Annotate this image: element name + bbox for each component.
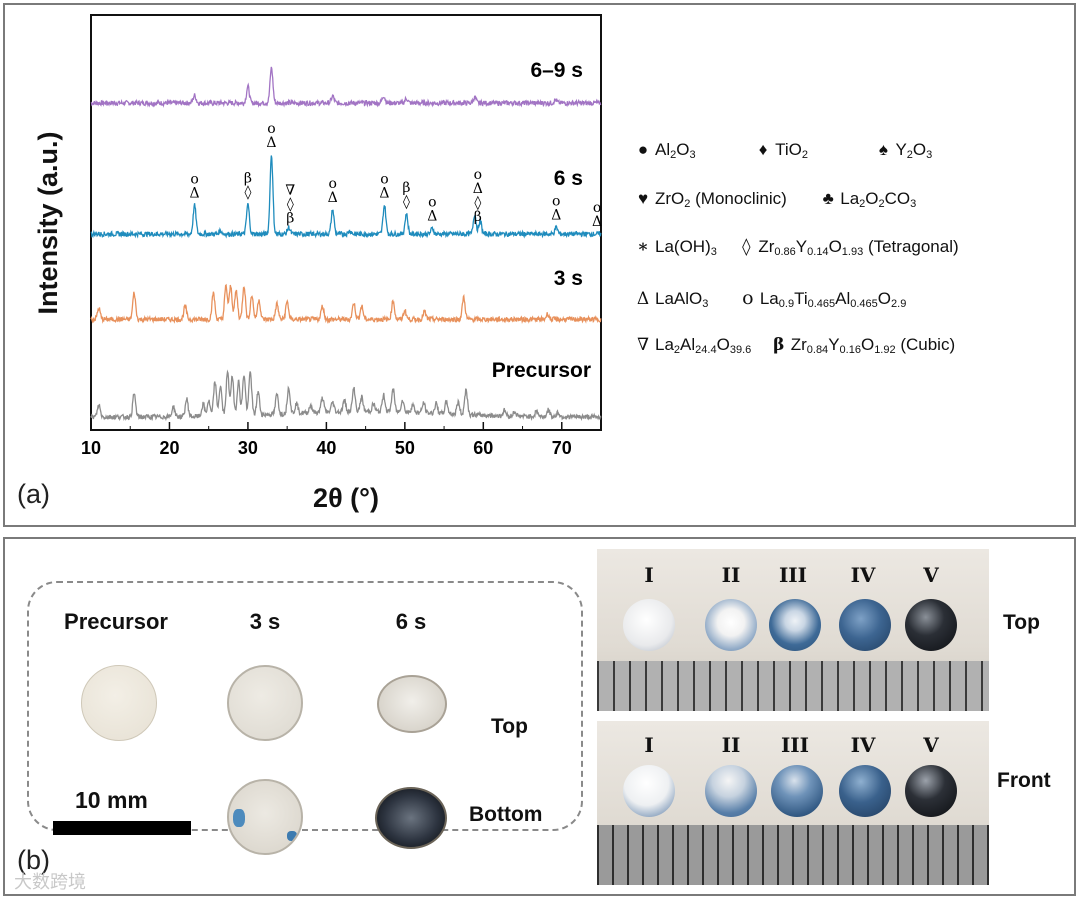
sphere-iv-front — [839, 765, 891, 817]
legend-y2o3: ♠ Y2O3 — [878, 140, 933, 161]
sphere-label-iv: IV — [850, 563, 876, 587]
pellet-comparison-box: Precursor 3 s 6 s Top Bottom 10 mm — [27, 581, 583, 855]
legend-cubic: β Zr0.84Y0.16O1.92 (Cubic) — [773, 335, 956, 356]
peak-annotation-1: β ◊ — [244, 170, 252, 200]
y-axis-label: Intensity (a.u.) — [33, 131, 63, 314]
sphere-v-front — [905, 765, 957, 817]
peak-annotation-8: o Δ ◊ β — [473, 167, 483, 225]
peak-annotation-3: ∇ ◊ β — [285, 182, 295, 226]
legend-laoh3: ∗ La(OH)3 — [637, 237, 717, 258]
legend-row-1: ● Al2O3 ♦ TiO2 ♠ Y2O3 — [635, 140, 932, 161]
pellet-6s-bottom — [375, 787, 447, 849]
pellet-3s-top — [227, 665, 303, 741]
sphere-label-ii: II — [721, 563, 741, 587]
panel-b: Precursor 3 s 6 s Top Bottom 10 mm I II … — [3, 537, 1076, 896]
legend-tetragonal: ◊ Zr0.86Y0.14O1.93 (Tetragonal) — [742, 237, 959, 258]
x-tick-label-20: 20 — [159, 438, 179, 458]
sphere-label-i-front: I — [644, 733, 654, 757]
sphere-i-front — [623, 765, 675, 817]
row-label-top: Top — [491, 715, 528, 738]
scale-bar — [53, 821, 191, 835]
sphere-label-v: V — [923, 563, 939, 587]
legend-zro2: ♥ ZrO2 (Monoclinic) — [637, 189, 787, 210]
sphere-iii-top — [769, 599, 821, 651]
sphere-label-iv-front: IV — [850, 733, 876, 757]
x-tick-label-70: 70 — [552, 438, 572, 458]
sphere-ii-front — [705, 765, 757, 817]
x-tick-label-10: 10 — [81, 438, 101, 458]
watermark: 大数跨境 — [14, 872, 86, 892]
sphere-photo-top: I II III IV V — [597, 549, 989, 711]
ruler-top — [597, 661, 989, 711]
column-header-3s: 3 s — [249, 609, 281, 634]
sphere-photo-front: I II III IV V — [597, 721, 989, 885]
pellet-precursor-top — [81, 665, 157, 741]
legend-laalo3: Δ LaAlO3 — [636, 289, 709, 310]
row-label-bottom: Bottom — [469, 803, 543, 826]
view-label-front: Front — [997, 769, 1051, 792]
series-line-2 — [90, 283, 602, 325]
legend-la2al: ∇ La2Al24.4O39.6 — [637, 335, 752, 356]
legend-tio2: ♦ TiO2 — [758, 140, 808, 161]
pellet-6s-top — [377, 675, 447, 733]
sphere-v-top — [905, 599, 957, 651]
series-line-3 — [90, 369, 602, 422]
series-line-0 — [90, 66, 602, 108]
panel-a: 10 20 30 40 50 60 70 o Δ β ◊ o Δ ∇ ◊ β o Δ o Δ β ◊ o Δ o Δ ◊ β o Δ o Δ… — [3, 3, 1076, 527]
view-label-top: Top — [1003, 611, 1040, 634]
curve-label-69s: 6–9 s — [530, 59, 583, 82]
x-tick-label-50: 50 — [395, 438, 415, 458]
legend-la2o2co3: ♣ La2O2CO3 — [822, 189, 917, 210]
scale-bar-label: 10 mm — [75, 787, 148, 813]
curve-label-precursor: Precursor — [492, 359, 591, 382]
x-axis-label: 2θ (°) — [313, 483, 379, 513]
legend-row-2: ♥ ZrO2 (Monoclinic) ♣ La2O2CO3 — [635, 189, 916, 210]
legend-al2o3: ● Al2O3 — [637, 140, 696, 161]
sphere-iii-front — [771, 765, 823, 817]
column-header-precursor: Precursor — [64, 609, 168, 634]
legend-row-5: ∇ La2Al24.4O39.6 β Zr0.84Y0.16O1.92 (Cubic… — [635, 335, 955, 356]
sphere-ii-top — [705, 599, 757, 651]
sphere-label-iii: III — [778, 563, 808, 587]
sphere-iv-top — [839, 599, 891, 651]
series-line-1 — [90, 155, 602, 239]
x-tick-label-60: 60 — [473, 438, 493, 458]
panel-b-label: (b) — [17, 845, 50, 875]
column-header-6s: 6 s — [395, 609, 427, 634]
sphere-label-ii-front: II — [721, 733, 741, 757]
curve-label-6s: 6 s — [554, 167, 583, 190]
sphere-label-i: I — [644, 563, 654, 587]
panel-a-label: (a) — [17, 479, 50, 509]
sphere-label-v-front: V — [923, 733, 939, 757]
pellet-3s-bottom — [227, 779, 303, 855]
legend-row-3: ∗ La(OH)3 ◊ Zr0.86Y0.14O1.93 (Tetragonal) — [635, 237, 959, 258]
x-tick-label-30: 30 — [238, 438, 258, 458]
sphere-i-top — [623, 599, 675, 651]
peak-annotation-6: β ◊ — [402, 180, 410, 210]
curve-label-3s: 3 s — [554, 267, 583, 290]
xrd-chart: 10 20 30 40 50 60 70 o Δ β ◊ o Δ ∇ ◊ β o Δ o Δ β ◊ o Δ o Δ ◊ β o Δ o Δ… — [33, 14, 602, 513]
ruler-front — [597, 825, 989, 885]
plot-frame — [90, 14, 602, 431]
sphere-label-iii-front: III — [780, 733, 810, 757]
x-tick-label-40: 40 — [316, 438, 336, 458]
legend-row-4: Δ LaAlO3 o La0.9Ti0.465Al0.465O2.9 — [635, 287, 906, 310]
legend-latial: o La0.9Ti0.465Al0.465O2.9 — [742, 287, 907, 310]
